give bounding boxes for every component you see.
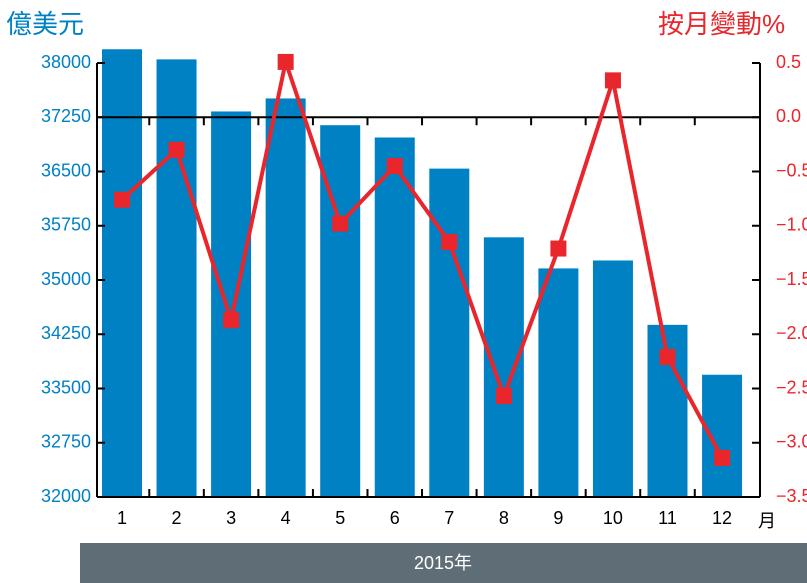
- y-tick-label: 38000: [41, 52, 91, 72]
- line-marker: [168, 141, 185, 158]
- x-tick-label: 5: [335, 508, 345, 528]
- footer-label: 2015年: [414, 553, 472, 573]
- x-tick-label: 10: [603, 508, 623, 528]
- line-marker: [714, 449, 731, 466]
- footer-band: [80, 543, 807, 583]
- x-tick-label: 2: [172, 508, 182, 528]
- y-tick-label: 37250: [41, 106, 91, 126]
- y2-tick-label: 0.5: [776, 52, 801, 72]
- y-axis-title: 億美元: [6, 9, 84, 39]
- x-tick-label: 1: [117, 508, 127, 528]
- y2-tick-label: 0.0: [776, 106, 801, 126]
- bar: [429, 168, 470, 497]
- y-tick-label: 36500: [41, 160, 91, 180]
- y2-tick-label: −2.5: [776, 377, 807, 397]
- bar: [592, 260, 633, 497]
- bar: [102, 49, 142, 498]
- line-marker: [332, 215, 349, 232]
- y2-tick-label: −1.5: [776, 269, 807, 289]
- x-tick-label: 3: [226, 508, 236, 528]
- line-marker: [604, 72, 621, 89]
- y-tick-label: 32750: [41, 432, 91, 452]
- bar: [156, 59, 197, 498]
- y2-tick-label: −2.0: [776, 323, 807, 343]
- x-tick-label: 9: [553, 508, 563, 528]
- line-marker: [277, 53, 294, 70]
- x-tick-label: 12: [712, 508, 732, 528]
- y-tick-label: 32000: [41, 486, 91, 506]
- x-tick-label: 11: [658, 508, 677, 528]
- bar: [265, 98, 306, 498]
- y-tick-label: 35750: [41, 215, 91, 235]
- bar: [374, 137, 415, 497]
- line-series: [120, 54, 724, 459]
- x-tick-label: 4: [281, 508, 291, 528]
- y-tick-label: 34250: [41, 323, 91, 343]
- line-marker: [659, 349, 676, 366]
- line-marker: [114, 191, 130, 208]
- y2-tick-label: −1.0: [776, 215, 807, 235]
- x-tick-label: 7: [444, 508, 454, 528]
- line-marker: [441, 234, 458, 251]
- y-tick-label: 33500: [41, 377, 91, 397]
- bar: [538, 268, 579, 497]
- line-marker: [223, 312, 240, 329]
- line-marker: [386, 158, 403, 175]
- line-marker: [495, 388, 512, 405]
- x-tick-label: 6: [390, 508, 400, 528]
- y2-tick-label: −3.0: [776, 432, 807, 452]
- bar: [483, 237, 524, 497]
- x-unit: 月: [758, 511, 776, 531]
- line-marker: [550, 240, 567, 257]
- y2-tick-label: −0.5: [776, 160, 807, 180]
- x-tick-label: 8: [499, 508, 509, 528]
- y-tick-label: 35000: [41, 269, 91, 289]
- bar: [211, 111, 252, 498]
- y2-axis-title: 按月變動%: [658, 9, 785, 39]
- y2-tick-label: −3.5: [776, 486, 807, 506]
